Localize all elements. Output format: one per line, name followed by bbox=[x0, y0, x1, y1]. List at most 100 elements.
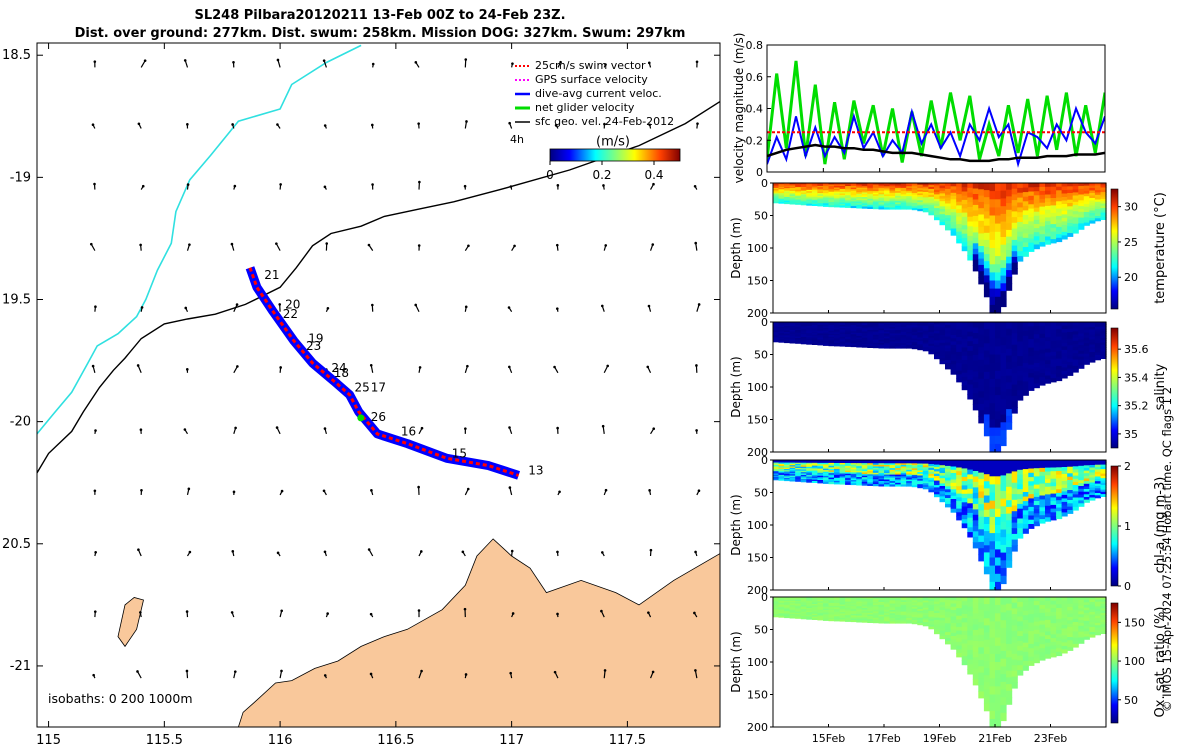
section-cell bbox=[1033, 215, 1040, 221]
section-cell bbox=[967, 512, 974, 519]
section-cell bbox=[1022, 464, 1029, 470]
section-cell bbox=[872, 600, 879, 603]
section-cell bbox=[872, 202, 879, 205]
section-cell bbox=[1083, 329, 1090, 334]
geostrophic-arrow bbox=[186, 243, 191, 251]
section-cell bbox=[800, 611, 807, 614]
section-cell bbox=[900, 468, 907, 471]
section-cell bbox=[956, 224, 963, 229]
section-cell bbox=[989, 395, 996, 404]
section-cell bbox=[917, 195, 924, 198]
section-cell bbox=[823, 598, 830, 601]
section-cell bbox=[884, 466, 891, 469]
section-cell bbox=[839, 475, 846, 478]
section-cell bbox=[850, 323, 857, 326]
section-cell bbox=[834, 600, 841, 603]
section-cell bbox=[1022, 661, 1029, 667]
section-cell bbox=[911, 600, 918, 603]
geostrophic-velocity-arrows bbox=[89, 58, 701, 679]
section-cell bbox=[967, 226, 974, 232]
section-cell bbox=[906, 466, 913, 469]
section-cell bbox=[978, 678, 985, 686]
section-cell bbox=[867, 480, 874, 483]
section-cell bbox=[856, 460, 863, 463]
section-cell bbox=[995, 492, 1002, 502]
section-cell bbox=[828, 338, 835, 341]
section-cell bbox=[850, 481, 857, 484]
section-cell bbox=[850, 328, 857, 331]
section-cell bbox=[956, 322, 963, 327]
section-cell bbox=[989, 191, 996, 200]
section-cell bbox=[834, 619, 841, 622]
section-cell bbox=[784, 469, 791, 471]
section-cell bbox=[978, 660, 985, 667]
section-cell bbox=[1022, 610, 1029, 616]
section-cell bbox=[1000, 376, 1007, 385]
section-cell bbox=[1094, 493, 1101, 496]
geostrophic-arrow bbox=[509, 185, 513, 190]
section-cell bbox=[839, 613, 846, 616]
section-cell bbox=[967, 532, 974, 538]
section-cell bbox=[795, 599, 802, 602]
section-cell bbox=[800, 324, 807, 327]
section-cell bbox=[828, 191, 835, 194]
section-cell bbox=[811, 191, 818, 194]
section-cell bbox=[1061, 631, 1068, 636]
section-cell bbox=[1017, 341, 1024, 347]
section-cell bbox=[1045, 213, 1052, 218]
geostrophic-arrow bbox=[94, 550, 97, 557]
section-cell bbox=[950, 354, 957, 359]
section-cell bbox=[1067, 229, 1074, 234]
section-cell bbox=[872, 194, 879, 197]
section-cell bbox=[972, 608, 979, 615]
section-cell bbox=[1100, 485, 1107, 488]
section-cell bbox=[895, 603, 902, 606]
section-cell bbox=[800, 188, 807, 191]
section-cell bbox=[1022, 601, 1029, 607]
section-cell bbox=[967, 464, 974, 471]
geostrophic-arrow bbox=[511, 62, 514, 68]
section-cell bbox=[1100, 185, 1107, 189]
section-cell bbox=[950, 505, 957, 510]
section-cell bbox=[1022, 322, 1029, 328]
section-cell bbox=[789, 479, 796, 482]
section-cell bbox=[1017, 665, 1024, 671]
section-cell bbox=[1022, 344, 1029, 351]
section-cell bbox=[900, 325, 907, 328]
section-cell bbox=[773, 186, 780, 189]
section-cell bbox=[995, 460, 1002, 469]
section-cell bbox=[961, 347, 968, 353]
section-cell bbox=[845, 199, 852, 202]
section-cell bbox=[950, 212, 957, 217]
section-cell bbox=[1072, 201, 1079, 206]
section-cell bbox=[1072, 204, 1079, 209]
section-cell bbox=[1011, 350, 1018, 357]
section-cell bbox=[1017, 479, 1024, 485]
section-cell bbox=[906, 477, 913, 481]
section-cell bbox=[878, 614, 885, 617]
section-cell bbox=[1028, 217, 1035, 222]
section-cell bbox=[1011, 659, 1018, 666]
section-cell bbox=[895, 621, 902, 624]
section-cell bbox=[939, 361, 946, 365]
section-cell bbox=[928, 464, 935, 467]
colorbar-tick-label: 35.6 bbox=[1124, 343, 1149, 356]
section-cell bbox=[778, 609, 785, 612]
section-cell bbox=[889, 605, 896, 608]
section-cell bbox=[1072, 340, 1079, 345]
section-cell bbox=[1078, 640, 1085, 644]
section-cell bbox=[1017, 636, 1024, 642]
section-cell bbox=[839, 183, 846, 186]
section-cell bbox=[1017, 370, 1024, 377]
section-cell bbox=[945, 322, 952, 326]
section-cell bbox=[884, 482, 891, 485]
section-cell bbox=[778, 477, 785, 480]
section-cell bbox=[983, 386, 990, 394]
section-cell bbox=[989, 354, 996, 364]
section-cell bbox=[989, 378, 996, 388]
section-cell bbox=[867, 202, 874, 205]
section-cell bbox=[922, 343, 929, 346]
section-cell bbox=[828, 200, 835, 203]
section-cell bbox=[956, 489, 963, 495]
section-cell bbox=[839, 476, 846, 479]
